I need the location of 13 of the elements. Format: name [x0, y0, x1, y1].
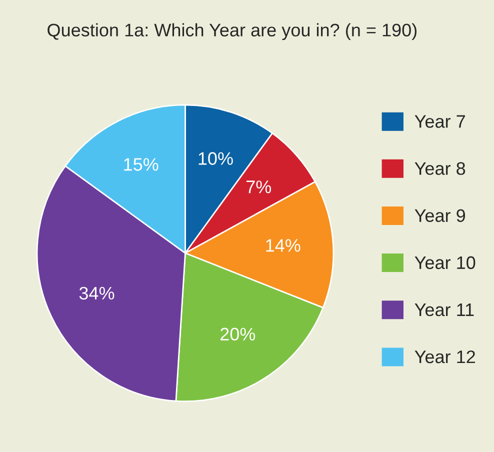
data-label: 7%: [246, 180, 272, 194]
data-label: 20%: [220, 328, 256, 341]
legend-label: Year 10: [414, 256, 476, 270]
data-label: 34%: [79, 286, 114, 300]
data-label: 15%: [124, 158, 158, 171]
data-label: 10%: [198, 152, 233, 165]
chart-title: Question 1a: Which Year are you in? (n = 190): [48, 23, 417, 40]
legend-label: Year 9: [414, 209, 466, 222]
legend-label: Year 11: [414, 304, 474, 316]
data-label: 14%: [266, 239, 300, 252]
legend-label: Year 7: [414, 115, 465, 128]
legend-label: Year 8: [414, 162, 466, 175]
legend-label: Year 12: [414, 350, 475, 364]
